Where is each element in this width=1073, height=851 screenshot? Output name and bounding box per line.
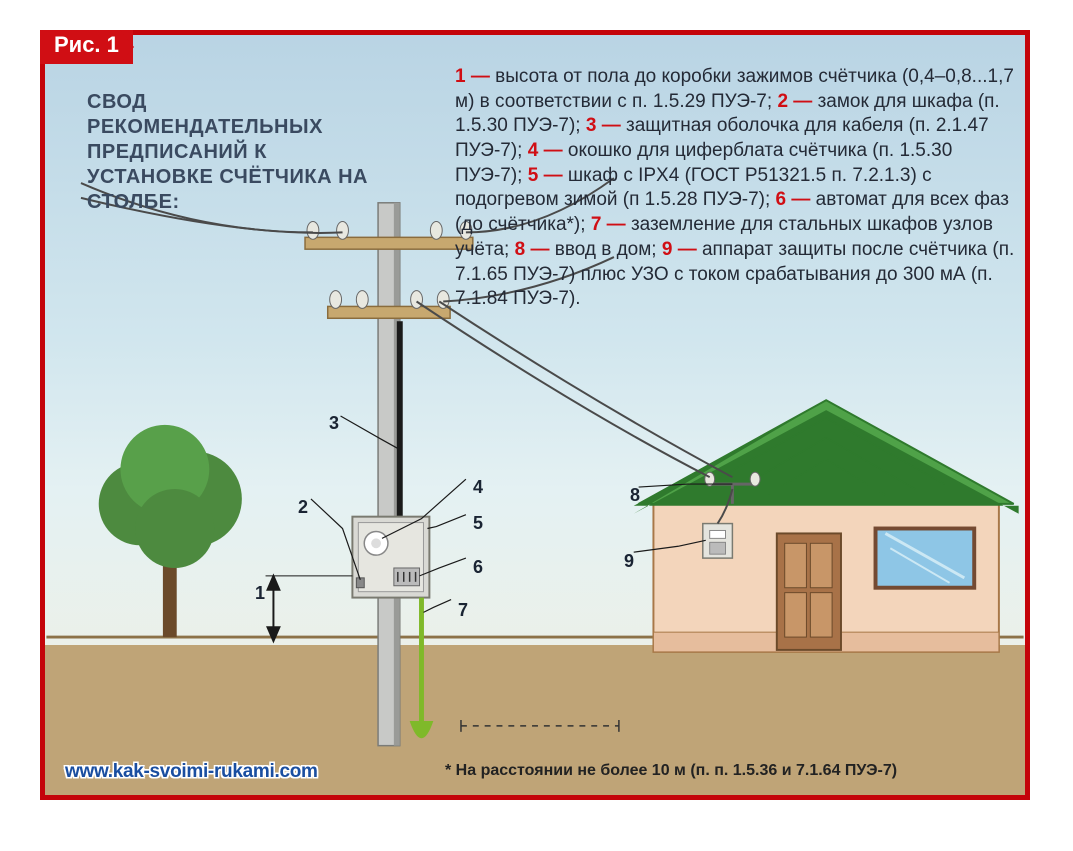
legend-num: 2 — — [777, 91, 817, 112]
callout-4: 4 — [473, 477, 483, 498]
dimension-arrow — [266, 576, 353, 641]
tree-icon — [99, 425, 242, 637]
footnote: * На расстоянии не более 10 м (п. п. 1.5… — [445, 762, 897, 780]
legend-num: 7 — — [591, 214, 631, 235]
legend-num: 9 — — [662, 239, 702, 260]
figure-tag-arrow — [120, 30, 134, 64]
legend-num: 3 — — [586, 115, 626, 136]
legend-num: 4 — — [528, 140, 568, 161]
legend-num: 8 — — [515, 239, 555, 260]
source-url: www.kak-svoimi-rukami.com — [65, 761, 318, 783]
callout-7: 7 — [458, 600, 468, 621]
callout-2: 2 — [298, 497, 308, 518]
legend-num: 6 — — [776, 189, 816, 210]
ground-wire-icon — [410, 598, 434, 739]
meter-box-icon — [352, 517, 429, 598]
callout-8: 8 — [630, 485, 640, 506]
callout-3: 3 — [329, 413, 339, 434]
pole-icon — [305, 203, 473, 746]
diagram-title: СВОД РЕКОМЕНДАТЕЛЬНЫХ ПРЕДПИСАНИЙ К УСТА… — [87, 90, 387, 215]
callout-5: 5 — [473, 513, 483, 534]
legend-num: 5 — — [528, 165, 568, 186]
callout-1: 1 — [255, 583, 265, 604]
diagram-frame: Рис. 1 СВОД РЕКОМЕНДАТЕЛЬНЫХ ПРЕДПИСАНИЙ… — [40, 30, 1030, 800]
legend-item-text: ввод в дом; — [555, 239, 662, 260]
house-icon — [634, 400, 1019, 652]
callout-6: 6 — [473, 557, 483, 578]
callout-9: 9 — [624, 551, 634, 572]
figure-tag: Рис. 1 — [40, 30, 133, 64]
legend-num: 1 — — [455, 66, 495, 87]
legend-text: 1 — высота от пола до коробки зажимов сч… — [455, 65, 1015, 312]
